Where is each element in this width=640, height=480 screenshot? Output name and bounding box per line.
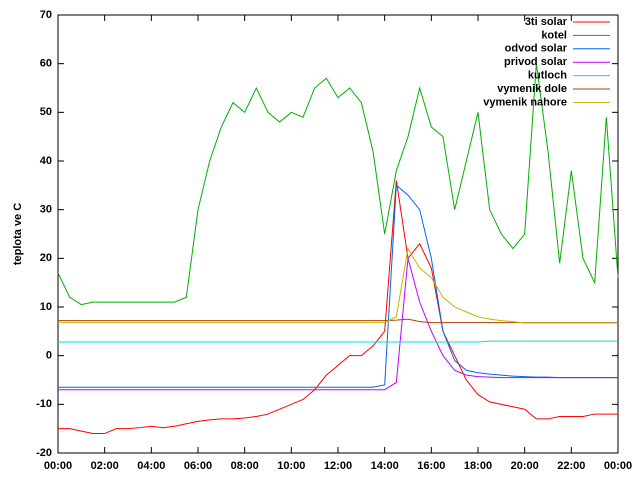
y-tick-label: 60 [40, 58, 52, 70]
y-tick-label: -10 [36, 398, 52, 410]
x-tick-label: 16:00 [417, 460, 445, 472]
x-tick-label: 14:00 [371, 460, 399, 472]
x-tick-label: 00:00 [44, 460, 72, 472]
series-line [58, 340, 618, 343]
series-line [57, 63, 619, 306]
x-tick-label: 08:00 [231, 460, 259, 472]
y-tick-label: 10 [40, 301, 52, 313]
legend-label: odvod solar [505, 43, 568, 55]
y-tick-label: 40 [40, 155, 52, 167]
legend-label: vymenik dole [497, 83, 567, 95]
y-tick-label: 0 [46, 350, 52, 362]
series-line [58, 184, 618, 388]
y-tick-label: 20 [40, 252, 52, 264]
legend-label: vymenik nahore [483, 96, 567, 108]
legend-label: privod solar [504, 56, 568, 68]
series-line [58, 318, 618, 324]
y-tick-label: 50 [40, 106, 52, 118]
x-tick-label: 20:00 [511, 460, 539, 472]
series-line [58, 180, 618, 435]
x-tick-label: 02:00 [91, 460, 119, 472]
x-tick-label: 18:00 [464, 460, 492, 472]
x-tick-label: 22:00 [557, 460, 585, 472]
x-tick-label: 06:00 [184, 460, 212, 472]
y-axis-label: teplota ve C [12, 203, 24, 265]
y-tick-label: 70 [40, 9, 52, 21]
x-tick-label: 04:00 [137, 460, 165, 472]
x-tick-label: 00:00 [604, 460, 632, 472]
legend-label: kotel [541, 29, 567, 41]
y-tick-label: 30 [40, 204, 52, 216]
y-tick-label: -20 [36, 447, 52, 459]
x-tick-label: 10:00 [277, 460, 305, 472]
series-line [58, 258, 618, 391]
series-line [58, 247, 618, 324]
x-tick-label: 12:00 [324, 460, 352, 472]
legend-label: kutloch [528, 70, 567, 82]
legend-label: 3ti solar [525, 16, 568, 28]
